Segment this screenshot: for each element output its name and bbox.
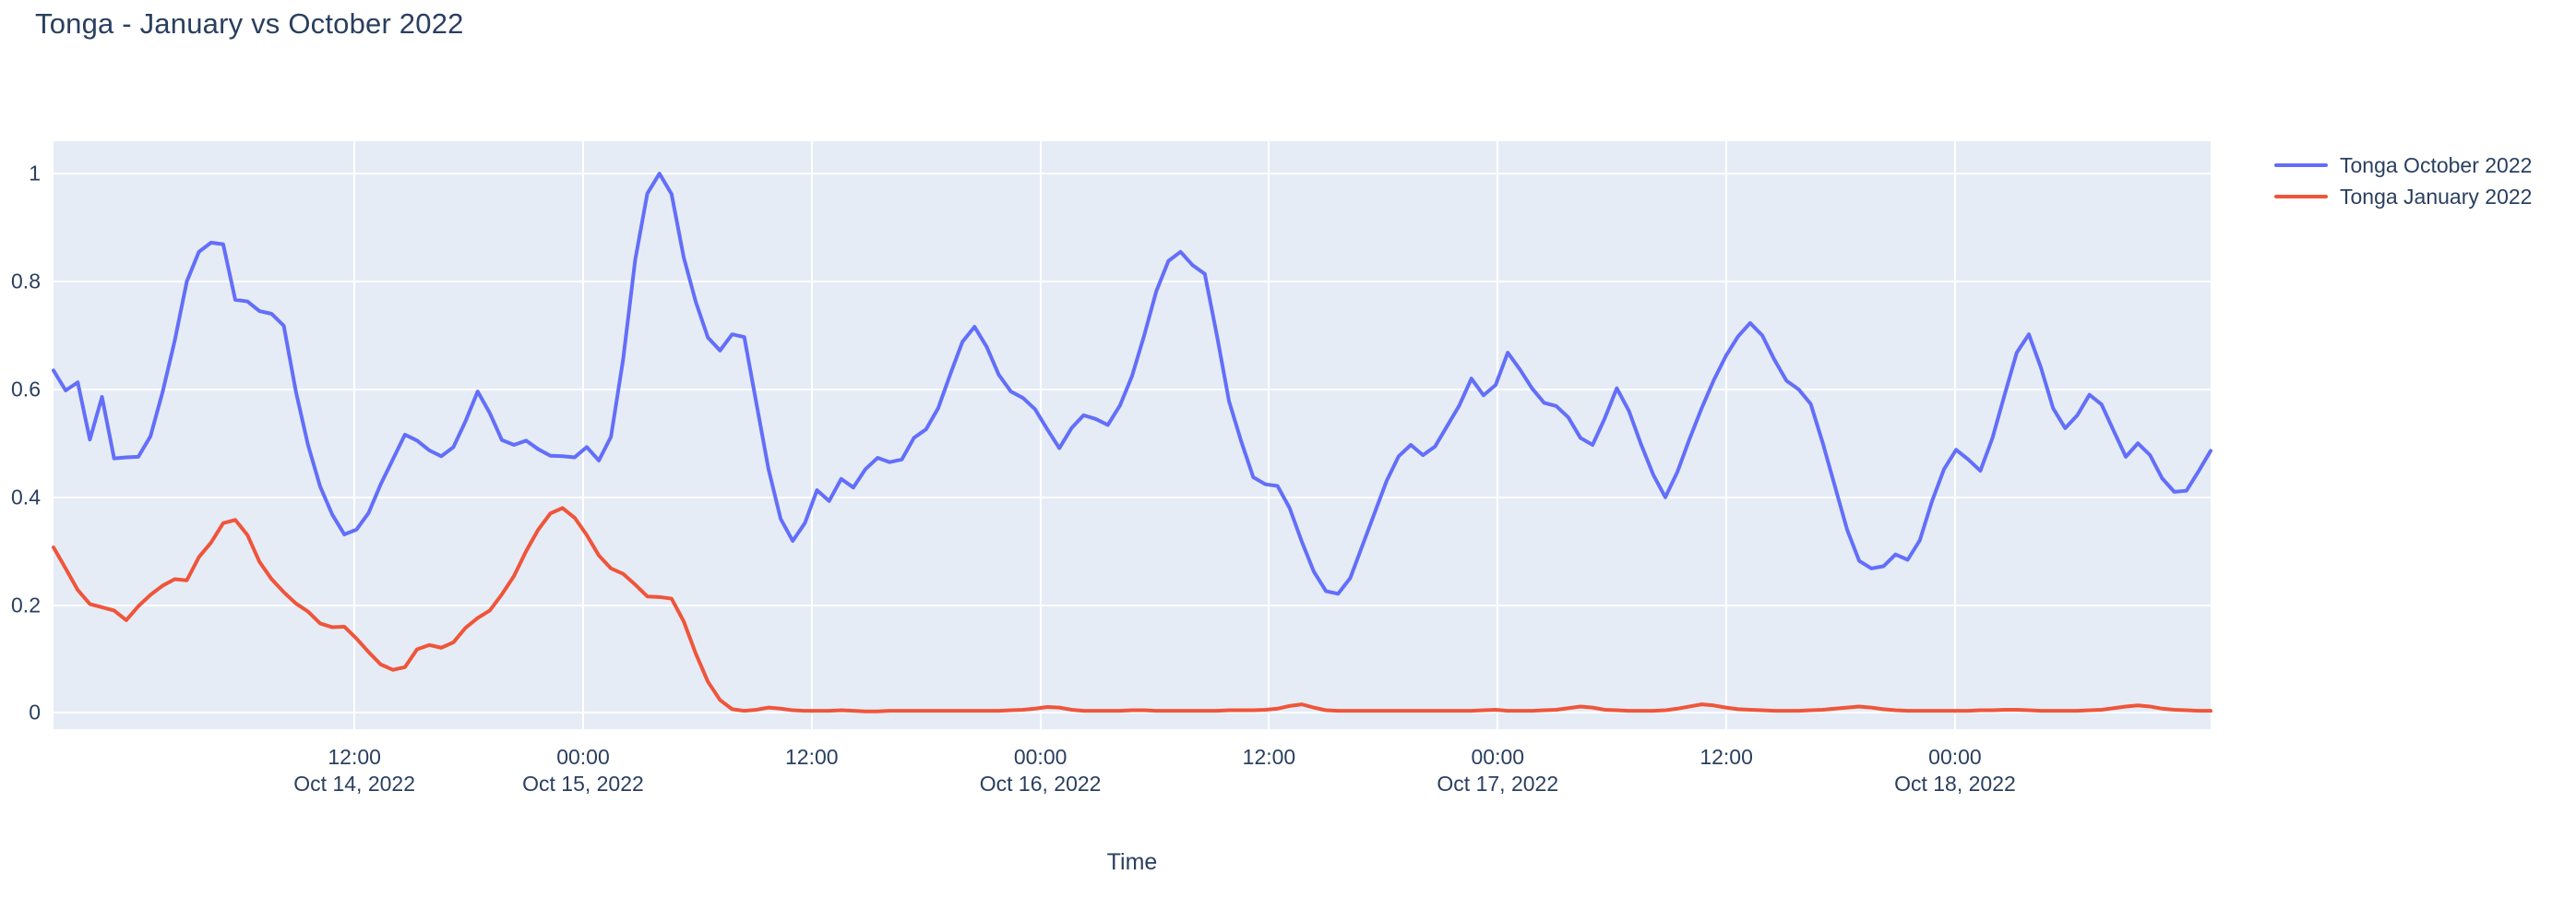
gridline-horizontal (54, 388, 2211, 390)
x-tick-time: 00:00 (1013, 745, 1067, 769)
x-tick-date: Oct 15, 2022 (522, 772, 644, 797)
gridline-vertical (581, 141, 584, 729)
gridline-horizontal (54, 496, 2211, 498)
x-axis-tick-label: 12:00 Oct 14, 2022 (234, 744, 474, 798)
legend-item-label: Tonga January 2022 (2340, 184, 2533, 209)
legend-line-swatch (2274, 195, 2328, 198)
x-tick-date: Oct 16, 2022 (979, 772, 1102, 797)
legend-item[interactable]: Tonga January 2022 (2274, 181, 2570, 212)
y-axis-tick-label: 0 (29, 700, 41, 725)
gridline-vertical (1497, 141, 1499, 729)
gridline-vertical (1268, 141, 1270, 729)
chart-title: Tonga - January vs October 2022 (35, 7, 464, 40)
legend-item-label: Tonga October 2022 (2340, 152, 2533, 177)
y-axis-tick-label: 0.8 (11, 269, 41, 294)
series-line (52, 172, 2212, 596)
x-axis-tick-label: 00:00 Oct 16, 2022 (921, 744, 1161, 798)
y-axis-tick-label: 0.6 (11, 377, 41, 402)
x-axis-tick-label: 12:00 (1606, 744, 1846, 771)
y-axis-tick-label: 0.4 (11, 485, 41, 509)
gridline-horizontal (54, 712, 2211, 714)
legend-line-swatch (2274, 163, 2328, 167)
gridline-vertical (1953, 141, 1956, 729)
gridline-vertical (810, 141, 813, 729)
x-tick-time: 12:00 (1242, 745, 1296, 769)
plot-area[interactable] (52, 141, 2212, 729)
x-tick-time: 00:00 (1471, 745, 1525, 769)
x-tick-time: 00:00 (1928, 745, 1982, 769)
x-axis-title: Time (1106, 849, 1158, 875)
series-line (52, 506, 2212, 713)
y-axis-tick-label: 1 (29, 161, 41, 186)
gridline-vertical (1039, 141, 1042, 729)
gridline-horizontal (54, 604, 2211, 606)
x-axis-tick-label: 00:00 Oct 17, 2022 (1377, 744, 1617, 798)
y-axis-tick-label: 0.2 (11, 593, 41, 617)
x-tick-time: 00:00 (556, 745, 610, 769)
series-container (52, 172, 2212, 713)
x-tick-time: 12:00 (1699, 745, 1753, 769)
x-axis-tick-label: 12:00 (1149, 744, 1389, 771)
x-axis-tick-label: 00:00 Oct 15, 2022 (463, 744, 703, 798)
x-tick-time: 12:00 (785, 745, 839, 769)
legend[interactable]: Tonga October 2022 Tonga January 2022 (2274, 150, 2570, 212)
x-axis-tick-label: 12:00 (692, 744, 932, 771)
gridline-vertical (353, 141, 356, 729)
x-tick-time: 12:00 (328, 745, 381, 769)
gridline-vertical (1725, 141, 1728, 729)
legend-item[interactable]: Tonga October 2022 (2274, 150, 2570, 181)
gridline-horizontal (54, 280, 2211, 282)
gridline-horizontal (54, 173, 2211, 175)
x-tick-date: Oct 14, 2022 (293, 772, 415, 797)
x-tick-date: Oct 18, 2022 (1894, 772, 2016, 797)
x-tick-date: Oct 17, 2022 (1437, 772, 1559, 797)
x-axis-tick-label: 00:00 Oct 18, 2022 (1835, 744, 2075, 798)
